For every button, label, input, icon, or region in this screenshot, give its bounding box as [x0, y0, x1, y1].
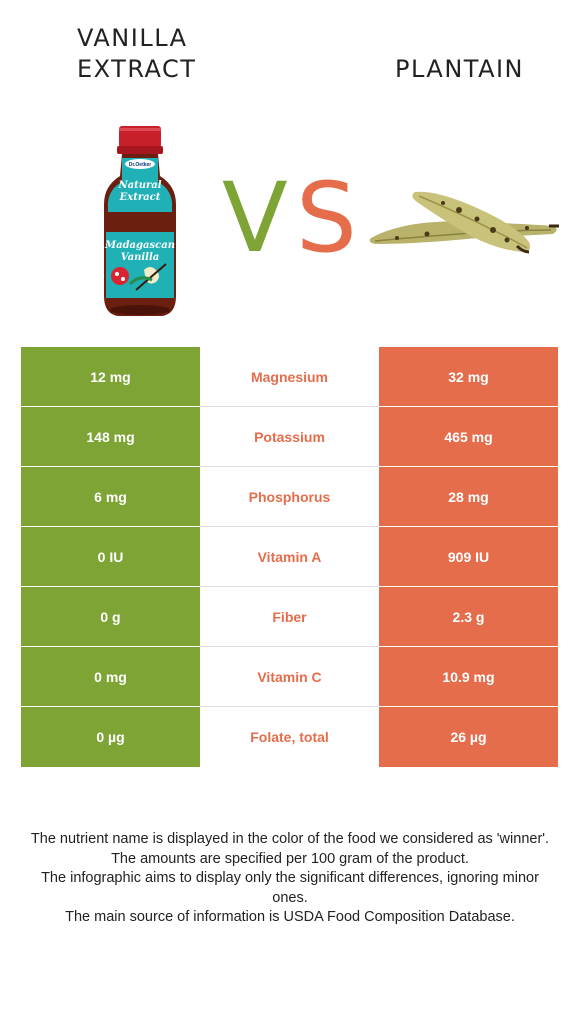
right-food-value: 909 IU	[379, 527, 558, 587]
plantain-image	[369, 191, 559, 254]
table-row: 0 mg Vitamin C 10.9 mg	[21, 647, 558, 707]
table-row: 0 µg Folate, total 26 µg	[21, 707, 558, 767]
bottle-label-line1: Natural	[117, 180, 161, 191]
left-food-value: 0 µg	[21, 707, 200, 767]
right-food-value: 10.9 mg	[379, 647, 558, 707]
nutrient-comparison-table: 12 mg Magnesium 32 mg 148 mg Potassium 465 mg…	[21, 347, 558, 767]
left-food-value: 0 mg	[21, 647, 200, 707]
left-food-value: 0 IU	[21, 527, 200, 587]
right-food-value: 32 mg	[379, 347, 558, 407]
right-food-title: PLANTAIN	[395, 55, 525, 83]
nutrient-name: Vitamin C	[200, 647, 379, 707]
table-row: 0 IU Vitamin A 909 IU	[21, 527, 558, 587]
left-food-value: 6 mg	[21, 467, 200, 527]
footnotes: The nutrient name is displayed in the co…	[30, 830, 550, 928]
nutrient-name: Potassium	[200, 407, 379, 467]
bottle-label-line4: Vanilla	[121, 252, 159, 263]
vanilla-extract-bottle-image: Dr.Oetker Natural Extract Madagascan Van…	[104, 126, 176, 316]
vs-letter-s: S	[296, 162, 357, 274]
table-row: 0 g Fiber 2.3 g	[21, 587, 558, 647]
footnote-winner: The nutrient name is displayed in the co…	[30, 831, 550, 847]
table-row: 6 mg Phosphorus 28 mg	[21, 467, 558, 527]
nutrient-name: Phosphorus	[200, 467, 379, 527]
left-food-title: VANILLA EXTRACT	[77, 23, 247, 85]
left-food-title-line1: VANILLA	[77, 24, 188, 52]
right-food-value: 28 mg	[379, 467, 558, 527]
nutrient-name: Folate, total	[200, 707, 379, 767]
nutrient-name: Vitamin A	[200, 527, 379, 587]
table-row: 12 mg Magnesium 32 mg	[21, 347, 558, 407]
bottle-brand-text: Dr.Oetker	[129, 162, 152, 168]
left-food-value: 12 mg	[21, 347, 200, 407]
vs-letter-v: V	[222, 162, 288, 274]
right-food-value: 465 mg	[379, 407, 558, 467]
left-food-title-line2: EXTRACT	[77, 55, 197, 83]
nutrient-name: Fiber	[200, 587, 379, 647]
right-food-value: 26 µg	[379, 707, 558, 767]
bottle-label-line2: Extract	[119, 192, 161, 203]
footnote-amounts: The amounts are specified per 100 gram o…	[111, 850, 469, 867]
left-food-value: 148 mg	[21, 407, 200, 467]
right-food-value: 2.3 g	[379, 587, 558, 647]
table-row: 148 mg Potassium 465 mg	[21, 407, 558, 467]
footnote-source: The main source of information is USDA F…	[65, 909, 515, 925]
left-food-value: 0 g	[21, 587, 200, 647]
bottle-label-line3: Madagascan	[104, 240, 175, 251]
nutrient-name: Magnesium	[200, 347, 379, 407]
footnote-aims: The infographic aims to display only the…	[41, 870, 539, 906]
